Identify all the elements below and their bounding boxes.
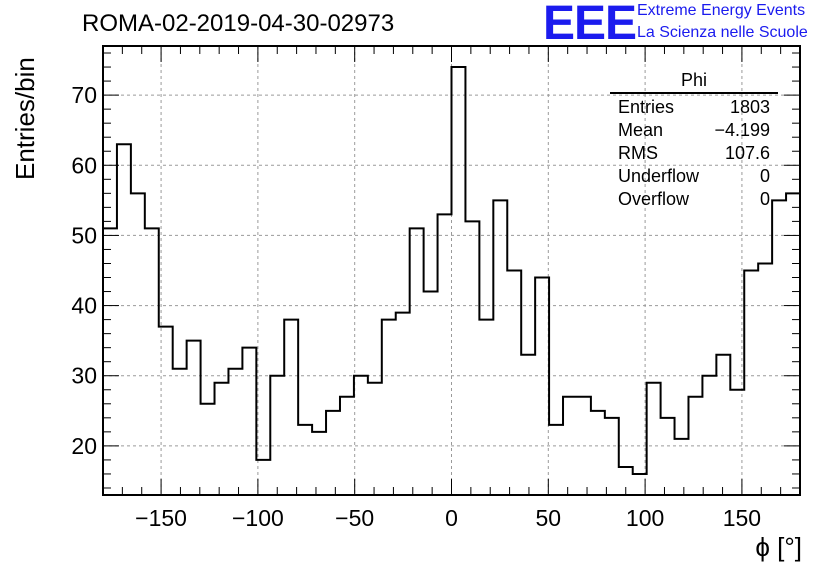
stats-label: Entries — [618, 97, 675, 117]
histogram-bin — [702, 376, 716, 495]
stats-title: Phi — [610, 70, 778, 94]
histogram-bin — [270, 376, 284, 495]
stats-label: Overflow — [618, 189, 690, 209]
histogram-bin — [758, 263, 772, 495]
x-tick-label: 0 — [445, 505, 458, 531]
histogram-bin — [424, 292, 438, 495]
histogram-bin — [438, 214, 452, 495]
histogram-bin — [284, 320, 298, 495]
stats-label: RMS — [618, 143, 658, 163]
stats-row-mean: Mean −4.199 — [610, 119, 778, 142]
y-tick-label: 60 — [71, 152, 97, 178]
histogram-bin — [368, 383, 382, 495]
x-tick-label: −100 — [232, 505, 284, 531]
stats-label: Mean — [618, 120, 664, 140]
histogram-outline — [103, 66, 800, 475]
histogram-bin — [256, 460, 270, 495]
x-tick-label: −50 — [335, 505, 374, 531]
stats-row-entries: Entries 1803 — [610, 96, 778, 119]
histogram-bin — [744, 271, 758, 496]
y-tick-label: 70 — [71, 82, 97, 108]
histogram-bin — [675, 439, 689, 495]
histogram-bin — [605, 418, 619, 495]
histogram-bin — [201, 404, 215, 495]
histogram-bin — [242, 348, 256, 495]
axis-ticks — [102, 46, 801, 495]
histogram-bin — [298, 425, 312, 495]
histogram-bin — [591, 411, 605, 495]
histogram-bin — [661, 418, 675, 495]
stats-row-overflow: Overflow 0 — [610, 188, 778, 211]
logo-line-2: La Scienza nelle Scuole — [637, 24, 808, 41]
histogram-bin — [479, 320, 493, 495]
histogram-bin — [507, 271, 521, 496]
histogram-bin — [131, 193, 145, 495]
histogram-bin — [117, 144, 131, 495]
stats-value: 1803 — [729, 97, 770, 117]
x-tick-label: −150 — [135, 505, 187, 531]
x-tick-label: 100 — [626, 505, 664, 531]
stats-value: 0 — [759, 189, 770, 209]
stats-box: Phi Entries 1803 Mean −4.199 RMS 107.6 U… — [610, 70, 778, 211]
histogram-bin — [312, 432, 326, 495]
histogram-bin — [535, 278, 549, 495]
histogram-bin — [493, 200, 507, 495]
stats-value: 107.6 — [724, 143, 770, 163]
histogram-bin — [549, 425, 563, 495]
histogram-bin — [173, 369, 187, 495]
histogram-bin — [688, 397, 702, 495]
x-tick-label: 50 — [536, 505, 562, 531]
histogram-bin — [465, 221, 479, 495]
histogram-bin — [145, 228, 159, 495]
histogram-bin — [215, 383, 229, 495]
histogram-bin — [786, 193, 800, 495]
eee-logo: EEE — [543, 0, 637, 50]
logo-line-1: Extreme Energy Events — [637, 2, 806, 19]
histogram-bin — [633, 474, 647, 495]
histogram-bin — [326, 411, 340, 495]
histogram-bin — [354, 376, 368, 495]
histogram-bin — [647, 383, 661, 495]
y-tick-label: 40 — [71, 293, 97, 319]
stats-label: Underflow — [618, 166, 700, 186]
histogram-bin — [772, 200, 786, 495]
stats-row-underflow: Underflow 0 — [610, 165, 778, 188]
chart-title: ROMA-02-2019-04-30-02973 — [82, 10, 395, 37]
histogram-bin — [159, 327, 173, 495]
histogram-bin — [452, 67, 466, 495]
axis-tick-labels: −150 −100 −50 0 50 100 150 20 30 40 50 60 70 — [71, 82, 761, 531]
stats-value: 0 — [759, 166, 770, 186]
stats-row-rms: RMS 107.6 — [610, 142, 778, 165]
histogram-bin — [396, 313, 410, 495]
y-axis-label: Entries/bin — [10, 57, 40, 180]
histogram-bin — [410, 228, 424, 495]
y-tick-label: 50 — [71, 222, 97, 248]
histogram-bin — [187, 341, 201, 495]
y-tick-label: 30 — [71, 363, 97, 389]
x-tick-label: 150 — [723, 505, 761, 531]
histogram-bin — [228, 369, 242, 495]
histogram-bars — [103, 66, 800, 496]
stats-value: −4.199 — [714, 120, 770, 140]
histogram-bin — [382, 320, 396, 495]
x-axis-label: ϕ [°] — [755, 532, 802, 562]
y-tick-label: 20 — [71, 433, 97, 459]
